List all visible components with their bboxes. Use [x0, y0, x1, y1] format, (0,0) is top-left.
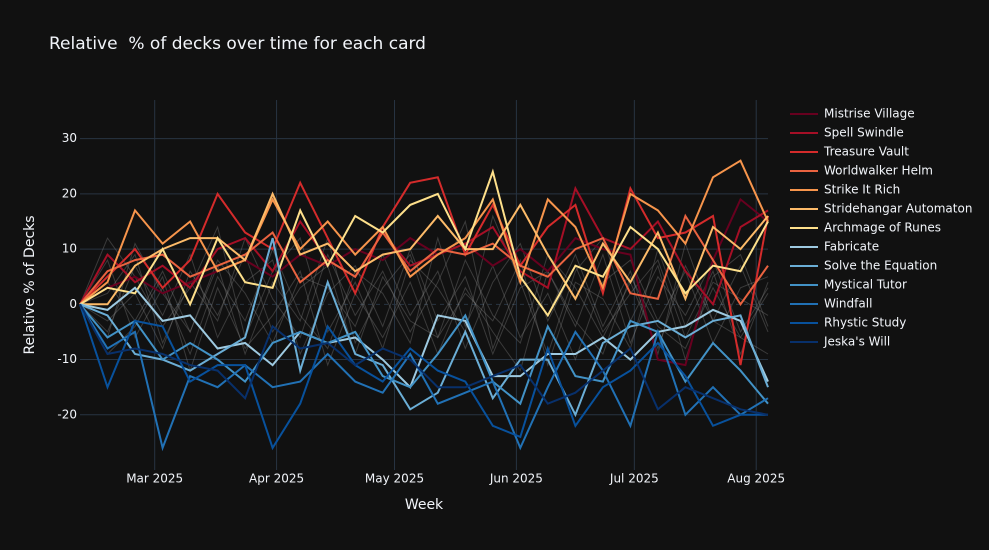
background-line: [79, 247, 769, 356]
series-line: [79, 286, 769, 389]
series-line: [79, 237, 769, 418]
x-tick-label: Jul 2025: [609, 472, 659, 486]
x-tick-label: Mar 2025: [126, 472, 183, 486]
legend-label[interactable]: Solve the Equation: [824, 259, 937, 273]
x-axis-title: Week: [405, 497, 444, 513]
x-tick-label: Jun 2025: [489, 472, 543, 486]
series-line: [79, 213, 769, 307]
legend-label[interactable]: Worldwalker Helm: [824, 164, 933, 178]
legend-label[interactable]: Jeska's Will: [823, 335, 890, 349]
legend-label[interactable]: Strike It Rich: [824, 183, 900, 197]
x-tick-label: May 2025: [365, 472, 424, 486]
series-lines: [79, 159, 769, 452]
y-tick-label: 0: [69, 297, 77, 311]
legend-label[interactable]: Stridehangar Automaton: [824, 202, 972, 216]
x-tick-label: Apr 2025: [249, 472, 304, 486]
series-line: [79, 303, 768, 451]
legend: Mistrise Village Spell Swindle Treasure Va…: [790, 107, 972, 349]
legend-label[interactable]: Mistrise Village: [824, 107, 915, 121]
y-tick-label: 20: [62, 186, 77, 200]
legend-label[interactable]: Rhystic Study: [824, 316, 906, 330]
grid: -20 -10 0 10 20 30 Mar 2025 Apr 2025 May 2025 Jun…: [57, 100, 785, 486]
legend-label[interactable]: Archmage of Runes: [824, 221, 941, 235]
y-tick-label: -20: [57, 407, 77, 421]
y-axis-title: Relative % of Decks: [22, 215, 38, 354]
background-line: [79, 214, 769, 362]
y-tick-label: -10: [57, 352, 77, 366]
legend-label[interactable]: Treasure Vault: [823, 145, 909, 159]
y-tick-label: 30: [62, 131, 77, 145]
chart-title: Relative % of decks over time for each c…: [49, 34, 426, 54]
series-line: [79, 159, 769, 306]
y-tick-label: 10: [62, 242, 77, 256]
legend-label[interactable]: Windfall: [824, 297, 872, 311]
legend-label[interactable]: Mystical Tutor: [824, 278, 907, 292]
series-line: [79, 303, 769, 406]
series-line: [79, 176, 769, 366]
background-line: [79, 269, 769, 373]
series-line: [80, 191, 769, 306]
background-line: [79, 236, 769, 361]
x-tick-label: Aug 2025: [727, 472, 785, 486]
series-line: [79, 168, 769, 318]
legend-label[interactable]: Spell Swindle: [824, 126, 904, 140]
legend-label[interactable]: Fabricate: [824, 240, 879, 254]
series-line: [79, 303, 769, 416]
